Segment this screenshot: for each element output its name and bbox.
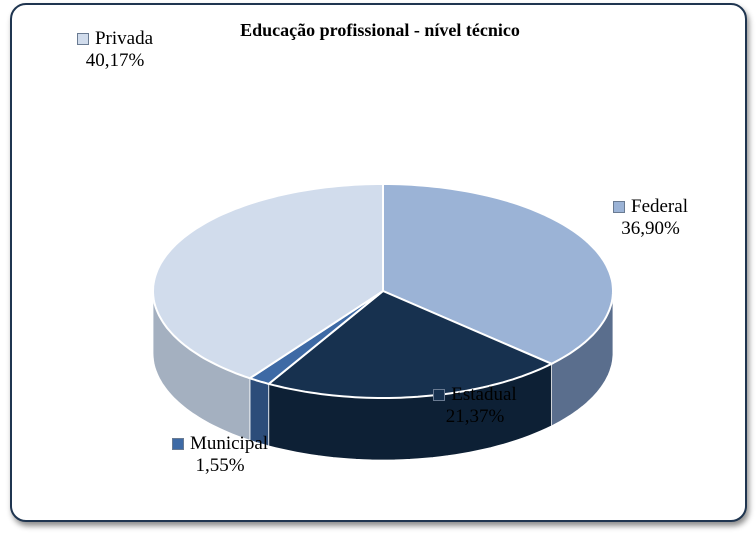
label-privada-name: Privada: [94, 28, 154, 49]
label-federal-name: Federal: [631, 196, 688, 217]
label-municipal: Municipal 1,55%: [160, 433, 280, 477]
label-privada: Privada 40,17%: [60, 28, 170, 72]
slice-estadual: [266, 289, 554, 399]
label-federal: Federal 36,90%: [598, 196, 703, 240]
legend-swatch-privada: [76, 33, 89, 45]
chart-title: Educação profissional - nível técnico: [240, 20, 520, 40]
legend-swatch-estadual: [433, 389, 446, 401]
label-municipal-name: Municipal: [189, 433, 269, 454]
label-estadual: Estadual 21,37%: [420, 384, 530, 428]
pie-tops: [151, 183, 615, 399]
legend-swatch-federal: [613, 201, 625, 213]
label-estadual-value: 21,37%: [445, 406, 505, 427]
slice-municipal: [247, 290, 384, 386]
label-federal-value: 36,90%: [621, 218, 680, 239]
slice-privada: [151, 183, 384, 380]
label-estadual-name: Estadual: [451, 384, 517, 405]
legend-swatch-municipal: [171, 438, 184, 450]
slice-federal: [382, 183, 615, 365]
pie-sides: [152, 290, 614, 461]
label-privada-value: 40,17%: [85, 50, 145, 71]
label-municipal-value: 1,55%: [195, 455, 245, 476]
